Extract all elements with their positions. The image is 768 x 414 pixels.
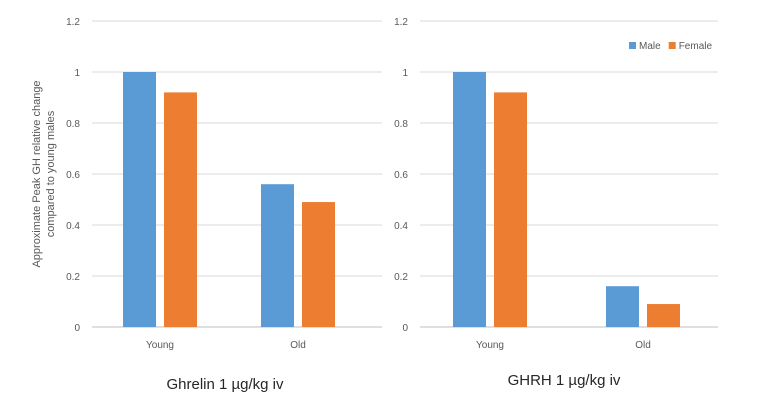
x-category-label: Young [476, 340, 504, 351]
legend-swatch-female [668, 42, 676, 49]
y-tick-label: 0 [402, 323, 408, 334]
legend-swatch-male [629, 42, 636, 49]
y-tick-label: 1 [402, 68, 408, 79]
x-category-label: Young [146, 340, 174, 351]
chart-panel-2: 0 0.2 0.4 0.6 0.8 1 1.2 Young Old Male Female GHRH … [394, 17, 718, 389]
y-tick-label: 0.8 [66, 119, 80, 130]
bar-male-young [123, 72, 156, 327]
bar-female-old [302, 202, 335, 327]
x-category-label: Old [290, 340, 306, 351]
bar-female-young [494, 92, 527, 328]
y-tick-label: 1.2 [66, 17, 80, 28]
y-tick-label: 0.6 [394, 170, 408, 181]
y-axis-label: Approximate Peak GH relative change compa… [31, 80, 57, 267]
y-tick-label: 0 [74, 323, 80, 334]
legend-label-male: Male [639, 41, 661, 52]
bar-male-young [453, 72, 486, 327]
legend-label-female: Female [679, 41, 713, 52]
y-tick-label: 0.2 [66, 272, 80, 283]
y-tick-label: 0.4 [394, 221, 408, 232]
y-tick-label: 0.4 [66, 221, 80, 232]
y-tick-label: 1.2 [394, 17, 408, 28]
bar-male-old [261, 184, 294, 327]
y-tick-label: 0.2 [394, 272, 408, 283]
bar-female-old [647, 304, 680, 327]
bar-male-old [606, 286, 639, 327]
chart-title: Ghrelin 1 µg/kg iv [166, 376, 284, 393]
y-tick-label: 0.6 [66, 170, 80, 181]
x-category-label: Old [635, 340, 651, 351]
y-tick-label: 1 [74, 68, 80, 79]
chart-title: GHRH 1 µg/kg iv [508, 372, 621, 389]
bar-female-young [164, 92, 197, 328]
y-tick-label: 0.8 [394, 119, 408, 130]
chart-panel-1: 0 0.2 0.4 0.6 0.8 1 1.2 Young Old Approximate Pea… [31, 17, 382, 393]
